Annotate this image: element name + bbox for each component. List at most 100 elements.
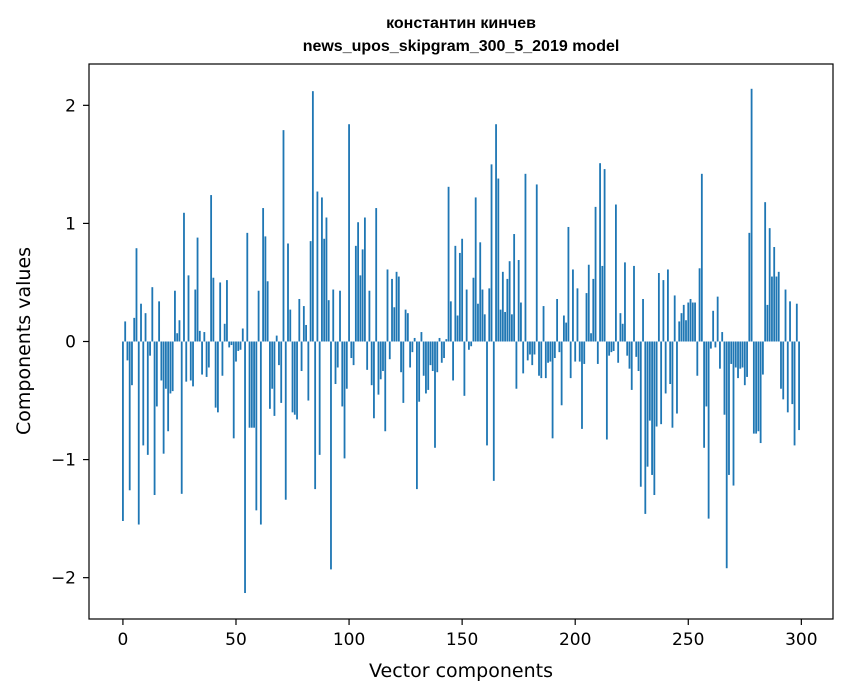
bar-35	[201, 341, 203, 375]
y-axis-ticks: −2 −1 0 1 2	[51, 96, 89, 589]
bar-191	[553, 341, 556, 359]
bar-36	[203, 332, 206, 342]
bar-132	[420, 332, 423, 342]
bar-247	[680, 313, 683, 342]
bar-5	[133, 317, 136, 342]
bar-257	[703, 341, 706, 448]
bar-50	[235, 341, 237, 362]
bar-110	[370, 341, 373, 386]
bar-246	[678, 321, 681, 342]
bar-100	[348, 124, 350, 342]
bar-47	[228, 341, 231, 348]
bar-157	[477, 303, 479, 342]
bar-70	[280, 341, 283, 403]
bar-184	[538, 341, 540, 376]
bar-180	[529, 341, 531, 355]
x-tick-label-200: 200	[559, 630, 591, 650]
bar-262	[714, 341, 717, 348]
bar-16	[158, 301, 161, 342]
bar-21	[169, 341, 172, 394]
bar-125	[404, 309, 407, 342]
bar-285	[766, 304, 769, 342]
bar-190	[551, 341, 554, 439]
bar-129	[413, 337, 416, 342]
bar-233	[648, 341, 651, 421]
bar-97	[341, 341, 344, 407]
bar-198	[569, 341, 572, 379]
bar-259	[707, 341, 710, 519]
bar-200	[574, 341, 577, 362]
bar-230	[642, 298, 644, 342]
bar-249	[685, 320, 687, 342]
bar-166	[497, 178, 500, 342]
bar-121	[395, 271, 398, 342]
bar-210	[596, 341, 599, 364]
bar-31	[192, 341, 194, 387]
bar-56	[248, 341, 251, 428]
bar-112	[375, 208, 378, 342]
bar-239	[662, 280, 665, 342]
bar-212	[601, 265, 604, 342]
bar-59	[255, 341, 258, 511]
bar-135	[427, 341, 430, 390]
bar-27	[183, 212, 185, 342]
y-tick-label-1: 1	[65, 214, 76, 234]
bar-109	[368, 290, 371, 342]
bar-123	[400, 341, 402, 373]
bar-series	[122, 88, 800, 594]
bar-188	[547, 341, 549, 363]
bar-25	[178, 320, 181, 342]
x-axis-label: Vector components	[369, 660, 553, 682]
bar-229	[639, 341, 642, 487]
bar-127	[409, 341, 412, 368]
bar-195	[562, 315, 565, 342]
bar-30	[189, 341, 192, 381]
bar-48	[230, 341, 233, 346]
bar-297	[793, 341, 796, 446]
bar-223	[626, 341, 629, 356]
x-tick-label-0: 0	[118, 630, 129, 650]
bar-71	[282, 130, 285, 342]
bar-61	[259, 341, 262, 525]
bar-145	[449, 301, 452, 342]
bar-172	[510, 314, 513, 342]
bar-119	[391, 278, 393, 342]
bar-169	[504, 311, 506, 342]
bar-75	[291, 341, 294, 413]
bar-142	[443, 341, 445, 359]
bar-289	[775, 276, 778, 342]
bar-13	[151, 287, 154, 342]
bar-149	[458, 252, 461, 342]
bar-237	[657, 273, 660, 342]
bar-256	[700, 173, 703, 342]
bar-171	[508, 261, 511, 342]
bar-194	[560, 341, 563, 406]
bar-67	[273, 341, 276, 416]
bar-96	[339, 290, 341, 342]
bar-133	[422, 341, 425, 376]
bar-227	[635, 341, 638, 357]
bar-85	[314, 341, 317, 490]
bar-104	[357, 222, 360, 342]
bar-268	[728, 341, 730, 475]
bar-287	[771, 276, 773, 342]
bar-196	[565, 322, 568, 342]
bar-108	[366, 341, 369, 370]
bar-192	[556, 298, 559, 342]
bar-154	[470, 341, 473, 347]
bar-44	[221, 341, 224, 376]
bar-177	[522, 341, 525, 374]
bar-155	[472, 277, 475, 342]
bar-93	[332, 289, 335, 342]
bar-253	[694, 302, 696, 342]
bar-186	[542, 306, 545, 342]
bar-12	[149, 341, 151, 356]
bar-102	[352, 341, 355, 366]
bar-296	[791, 341, 794, 405]
bar-33	[196, 237, 199, 342]
x-tick-label-100: 100	[333, 630, 365, 650]
bar-148	[456, 315, 459, 342]
bar-116	[384, 341, 387, 432]
bar-170	[506, 278, 509, 342]
